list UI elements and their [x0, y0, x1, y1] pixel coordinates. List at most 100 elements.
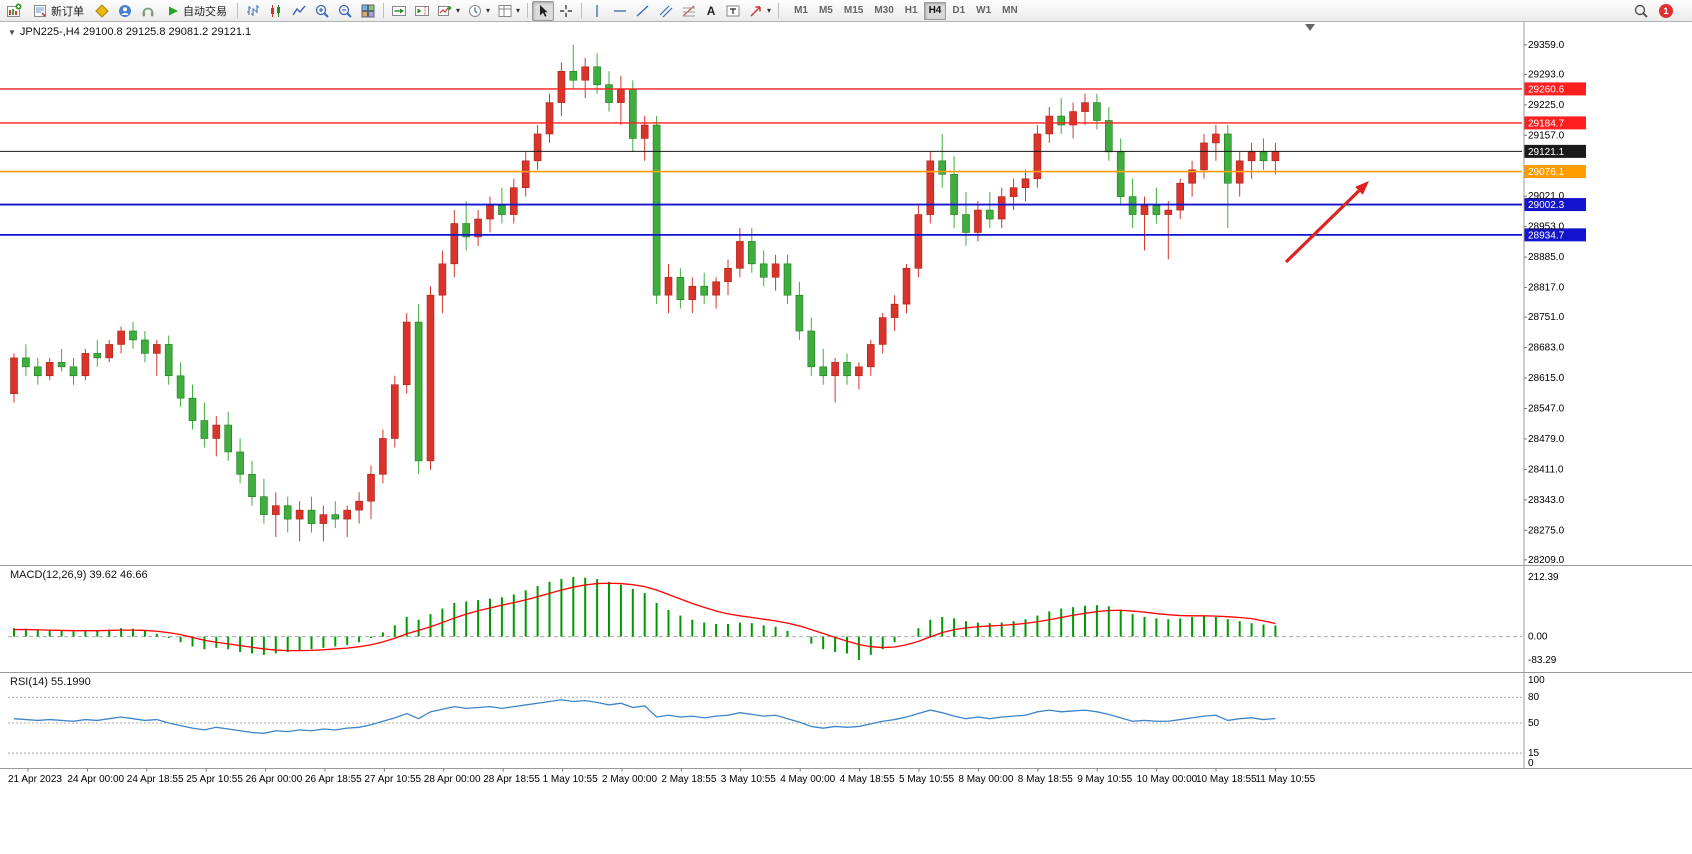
annotation-arrow-head[interactable]	[1355, 181, 1369, 195]
bull-candle	[533, 133, 542, 162]
bear-candle	[747, 241, 756, 265]
timeframe-m15[interactable]: M15	[839, 2, 868, 20]
fibonacci-button[interactable]	[678, 1, 700, 21]
trendline-button[interactable]	[632, 1, 654, 21]
bear-candle	[188, 397, 197, 421]
new-order-button[interactable]: 新订单	[26, 1, 90, 21]
new-chart-button[interactable]	[3, 1, 25, 21]
chart-info-line: ▼ JPN225-,H4 29100.8 29125.8 29081.2 2912…	[8, 26, 251, 38]
bear-candle	[57, 362, 66, 368]
chart-shift-button[interactable]	[411, 1, 433, 21]
timeframe-mn[interactable]: MN	[997, 2, 1023, 20]
bull-candle	[295, 509, 304, 520]
bull-candle	[712, 281, 720, 296]
one-click-toggle-icon[interactable]: ▼	[8, 28, 16, 37]
timeframe-m1[interactable]: M1	[789, 2, 813, 20]
chart-shift-marker[interactable]	[1305, 24, 1315, 31]
rsi-tick-label: 100	[1528, 675, 1545, 686]
timeframe-m30[interactable]: M30	[869, 2, 898, 20]
autotrade-play-icon	[169, 6, 178, 15]
bear-candle	[260, 496, 268, 515]
rsi-tick-label: 15	[1528, 748, 1540, 759]
price-tick-label: 28479.0	[1528, 434, 1565, 445]
price-tick-label: 28751.0	[1528, 312, 1565, 323]
bull-candle	[521, 160, 530, 188]
toolbar-right-group: 1	[1630, 1, 1689, 21]
horizontal-line-button[interactable]	[609, 1, 631, 21]
tile-windows-button[interactable]	[357, 1, 379, 21]
date-tick-label: 5 May 10:55	[899, 774, 954, 785]
timeframe-d1[interactable]: D1	[947, 2, 970, 20]
mql5-button[interactable]	[114, 1, 136, 21]
date-tick-label: 26 Apr 00:00	[246, 774, 303, 785]
rsi-line	[13, 699, 1276, 734]
bear-candle	[1093, 102, 1101, 121]
date-tick-label: 25 Apr 10:55	[186, 774, 243, 785]
current-price-line-badge	[1524, 144, 1586, 158]
timeframe-m5[interactable]: M5	[814, 2, 838, 20]
templates-button[interactable]: ▾	[494, 1, 523, 21]
bull-candle	[1140, 205, 1149, 215]
date-tick-label: 8 May 18:55	[1018, 774, 1073, 785]
indicators-button[interactable]: ▾	[434, 1, 463, 21]
date-tick-label: 9 May 10:55	[1077, 774, 1132, 785]
panel-frame-group	[0, 22, 1692, 769]
text-button[interactable]: A	[701, 1, 721, 21]
date-tick-label: 24 Apr 18:55	[127, 774, 184, 785]
bull-candle	[1188, 169, 1196, 184]
timeframe-h1[interactable]: H1	[900, 2, 923, 20]
toolbar-separator	[383, 3, 384, 18]
zoom-out-button[interactable]	[334, 1, 356, 21]
price-tick-label: 29293.0	[1528, 69, 1565, 80]
line-chart-button[interactable]	[288, 1, 310, 21]
bar-chart-button[interactable]	[242, 1, 264, 21]
notification-badge[interactable]: 1	[1659, 3, 1673, 18]
bear-candle	[498, 205, 506, 215]
bull-candle	[153, 344, 161, 354]
chevron-down-icon: ▾	[456, 5, 461, 15]
auto-scroll-button[interactable]	[388, 1, 410, 21]
bear-candle	[783, 263, 792, 296]
arrows-button[interactable]: ▾	[745, 1, 774, 21]
autotrade-button[interactable]: 自动交易	[160, 1, 233, 21]
price-badge-label: 29260.6	[1528, 84, 1565, 95]
channel-button[interactable]	[655, 1, 677, 21]
support-button[interactable]	[137, 1, 159, 21]
rsi-label: RSI(14) 55.1990	[10, 676, 91, 688]
timeframe-w1[interactable]: W1	[971, 2, 996, 20]
bull-candle	[117, 330, 125, 345]
clock-icon	[469, 4, 482, 17]
price-tick-label: 28275.0	[1528, 525, 1565, 536]
periods-button[interactable]: ▾	[464, 1, 493, 21]
auto-scroll-icon	[392, 5, 406, 16]
metaeditor-button[interactable]	[91, 1, 113, 21]
bull-candle	[1176, 182, 1184, 211]
bear-candle	[985, 209, 994, 220]
date-tick-label: 21 Apr 2023	[8, 774, 62, 785]
bull-candle	[474, 218, 482, 238]
vertical-line-button[interactable]	[586, 1, 608, 21]
annotation-arrow-shaft[interactable]	[1284, 189, 1361, 264]
search-button[interactable]	[1630, 1, 1652, 21]
timeframe-h4[interactable]: H4	[923, 1, 947, 20]
crosshair-button[interactable]	[555, 1, 577, 21]
candlestick-chart-icon	[271, 4, 280, 17]
bear-candle	[164, 344, 173, 377]
bull-candle	[974, 209, 982, 233]
macd-panel: 212.39 0.00 -83.29	[8, 572, 1559, 666]
zoom-in-button[interactable]	[311, 1, 333, 21]
vertical-line-icon	[596, 4, 598, 17]
line-chart-icon	[292, 5, 306, 15]
cursor-button[interactable]	[532, 0, 555, 21]
pivot-line-badge	[1524, 165, 1586, 179]
bear-candle	[283, 505, 292, 520]
label-button[interactable]	[722, 1, 744, 21]
price-tick-label: 28343.0	[1528, 495, 1565, 506]
bear-candle	[938, 160, 947, 175]
bar-chart-icon	[247, 4, 259, 16]
candlestick-chart-button[interactable]	[265, 1, 287, 21]
date-tick-label: 2 May 00:00	[602, 774, 657, 785]
annotation-group	[1284, 181, 1369, 264]
